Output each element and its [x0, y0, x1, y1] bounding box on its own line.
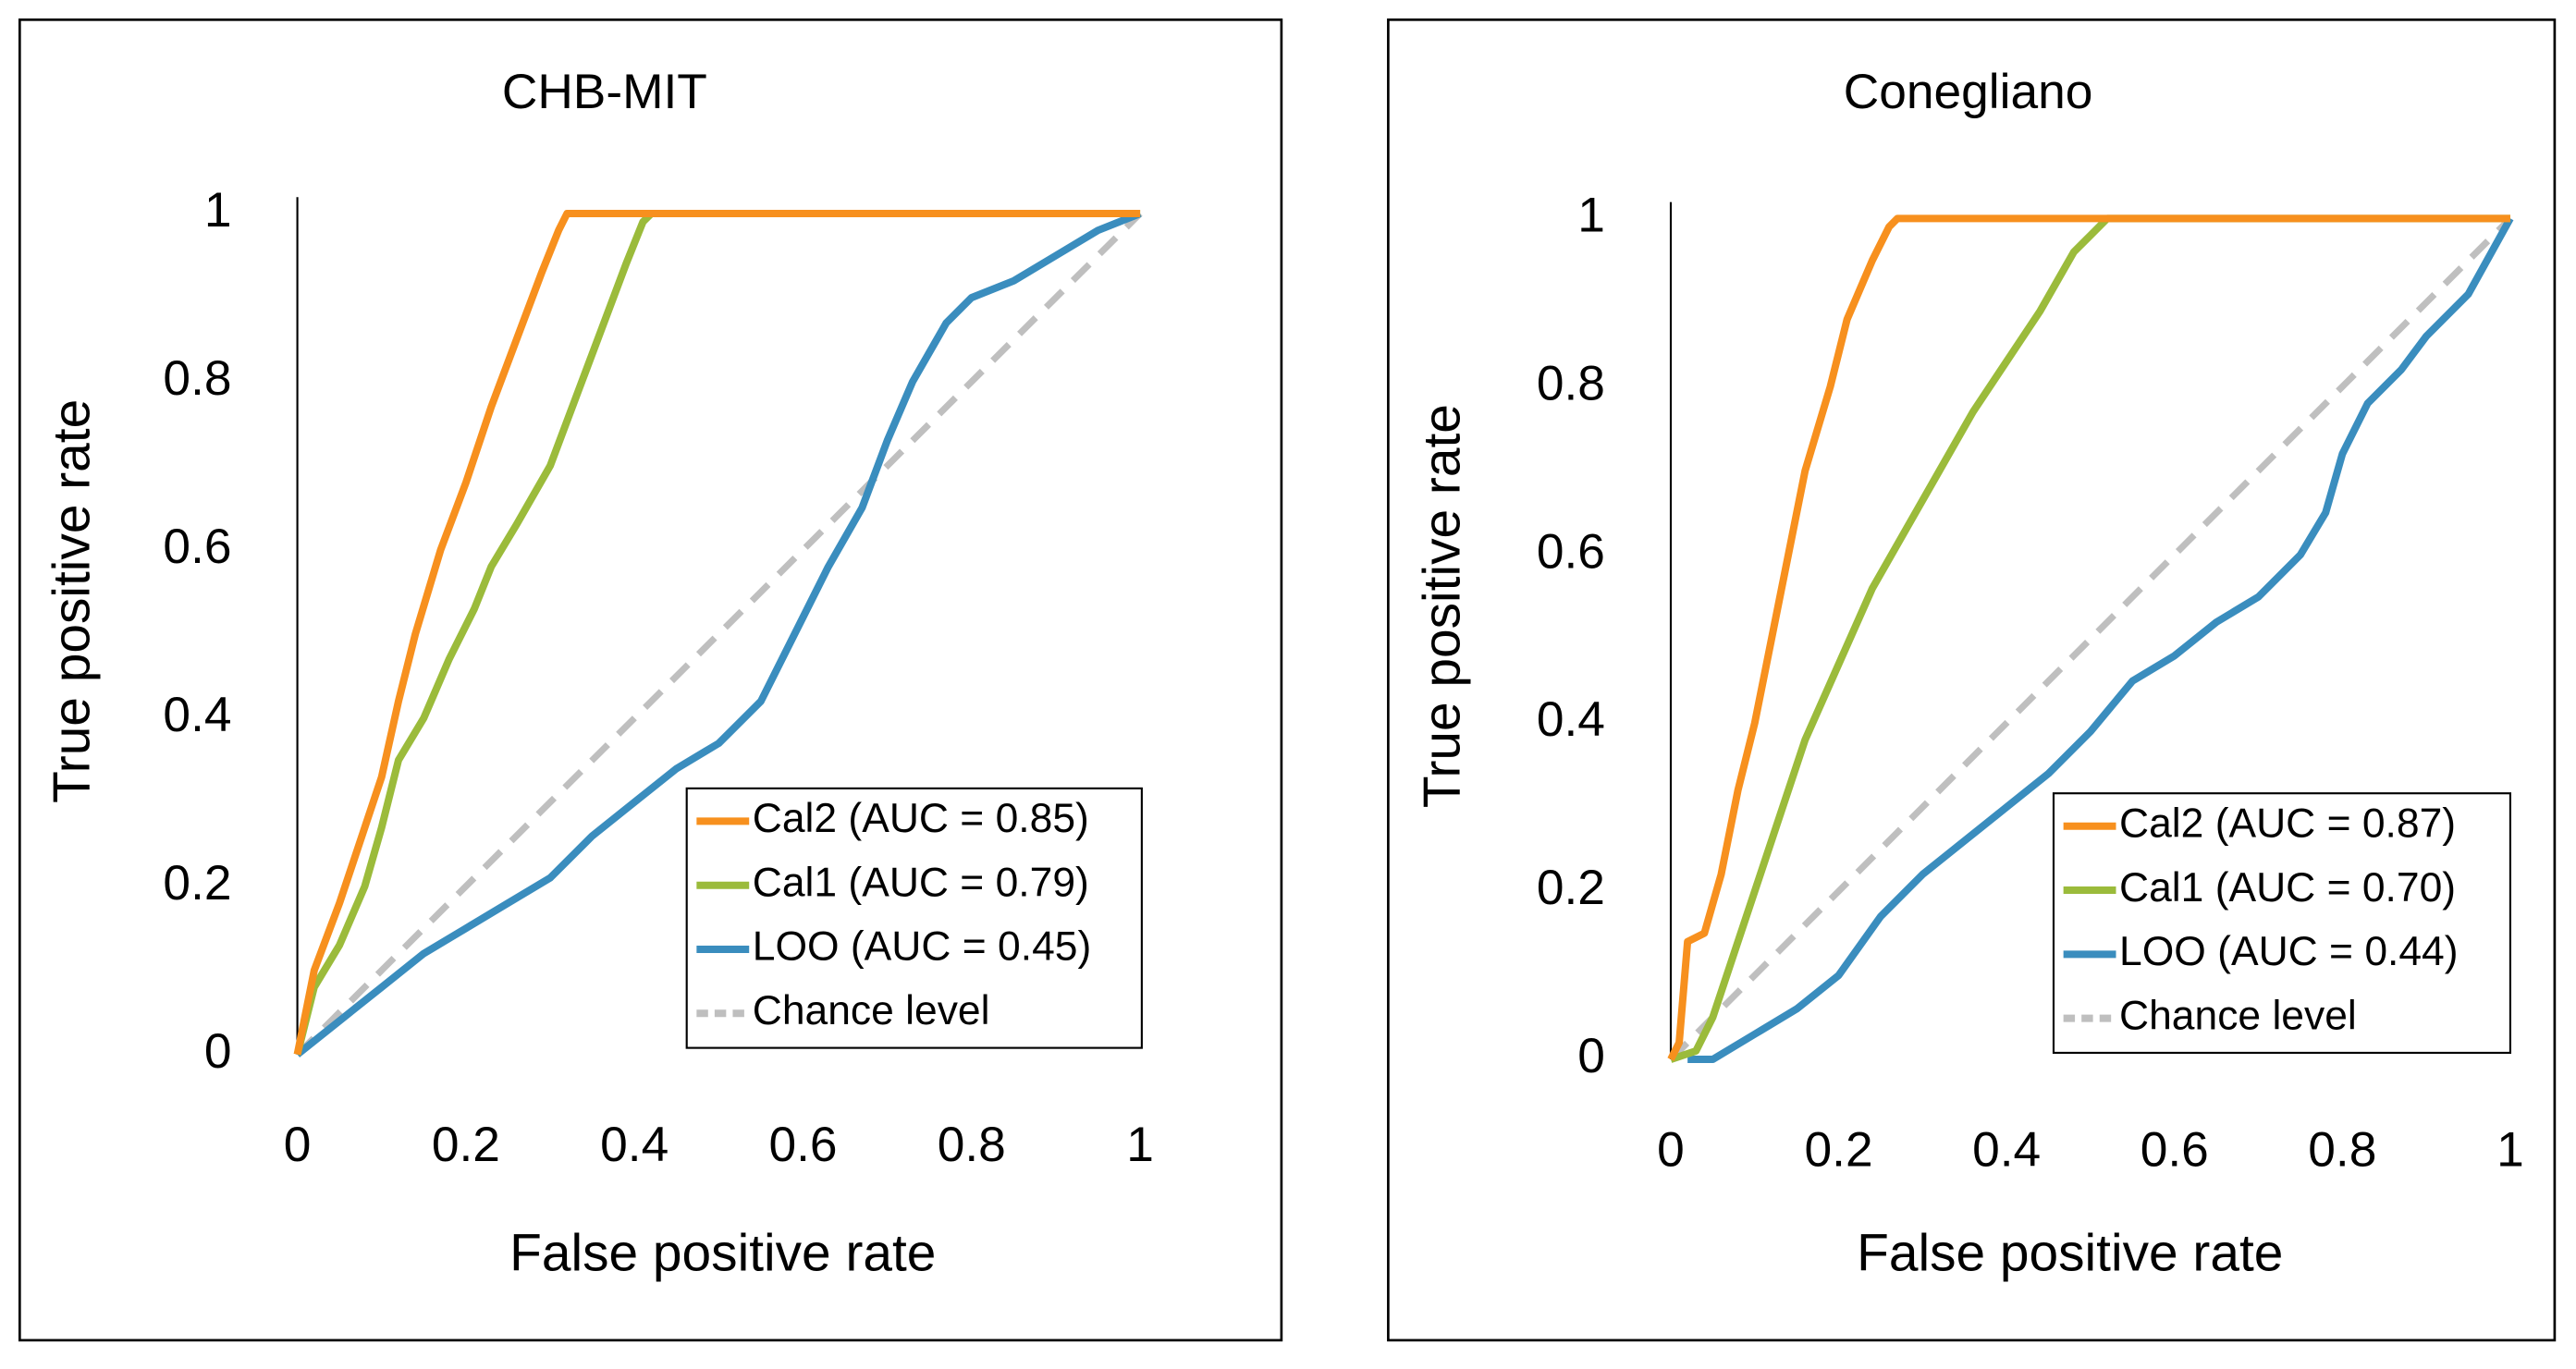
y-axis-label: True positive rate — [43, 399, 102, 803]
roc-curve — [1687, 216, 2514, 1064]
panel-border — [1387, 18, 2557, 1342]
x-tick-label: 0.8 — [2308, 1122, 2376, 1177]
chart-title: CHB-MIT — [502, 65, 707, 119]
y-tick-label: 0 — [1577, 1029, 1605, 1083]
x-axis-label: False positive rate — [509, 1224, 936, 1282]
roc-curve — [1668, 215, 2513, 1062]
y-tick-label: 1 — [204, 183, 232, 238]
roc-curve — [1669, 214, 2510, 1063]
x-tick-label: 0.4 — [1972, 1122, 2041, 1177]
legend-label: Cal1 (AUC = 0.79) — [753, 860, 1089, 905]
x-tick-label: 0.8 — [938, 1118, 1006, 1172]
y-tick-label: 0.2 — [1537, 861, 1605, 915]
x-tick-label: 1 — [2496, 1122, 2524, 1177]
y-tick-label: 0 — [204, 1024, 232, 1079]
y-tick-label: 0.4 — [1537, 692, 1605, 747]
y-tick-label: 0.6 — [1537, 524, 1605, 579]
legend-label: Cal2 (AUC = 0.85) — [753, 796, 1089, 841]
roc-curve — [293, 210, 1141, 1056]
y-tick-label: 1 — [1577, 188, 1605, 242]
legend-box — [2052, 792, 2511, 1055]
y-tick-label: 0.6 — [163, 519, 231, 574]
x-tick-label: 0.4 — [600, 1118, 669, 1172]
y-tick-label: 0.4 — [163, 688, 231, 742]
chart-title: Conegliano — [1844, 65, 2093, 119]
y-tick-label: 0.8 — [163, 351, 231, 406]
x-tick-label: 0.6 — [768, 1118, 837, 1172]
legend-label: LOO (AUC = 0.45) — [753, 924, 1091, 970]
x-tick-label: 0.2 — [1805, 1122, 1873, 1177]
roc-curve — [295, 210, 1142, 1057]
x-tick-label: 1 — [1126, 1118, 1154, 1172]
roc-curve — [295, 211, 1143, 1057]
panel-border — [18, 18, 1283, 1342]
roc-curve — [293, 210, 1141, 1056]
x-tick-label: 0.6 — [2141, 1122, 2209, 1177]
legend-label: Cal1 (AUC = 0.70) — [2119, 865, 2456, 911]
y-axis-label: True positive rate — [1414, 404, 1472, 808]
legend-label: Chance level — [753, 988, 990, 1033]
legend-label: Chance level — [2119, 993, 2357, 1038]
legend-label: LOO (AUC = 0.44) — [2119, 929, 2458, 974]
y-tick-label: 0.2 — [163, 856, 231, 911]
legend-label: Cal2 (AUC = 0.87) — [2119, 801, 2456, 846]
x-tick-label: 0.2 — [432, 1118, 500, 1172]
y-tick-label: 0.8 — [1537, 356, 1605, 410]
legend-box — [685, 787, 1143, 1049]
x-axis-label: False positive rate — [1857, 1224, 2283, 1282]
x-tick-label: 0 — [284, 1118, 312, 1172]
roc-curve — [1667, 214, 2510, 1061]
x-tick-label: 0 — [1657, 1122, 1685, 1177]
